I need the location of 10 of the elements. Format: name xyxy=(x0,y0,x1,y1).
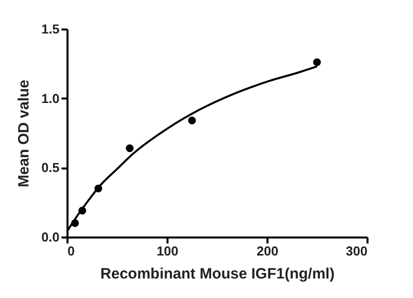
x-tick-label: 300 xyxy=(346,244,368,258)
y-tick-label: 0.0 xyxy=(41,230,60,244)
y-tick-label: 0.5 xyxy=(41,160,60,176)
x-tick-label: 200 xyxy=(256,244,278,258)
x-axis-title: Recombinant Mouse IGF1(ng/ml) xyxy=(100,266,335,282)
y-tick-label: 1.5 xyxy=(41,22,60,36)
x-tick-label: 100 xyxy=(156,244,178,258)
x-tick-label: 0 xyxy=(68,244,75,258)
y-axis-title: Mean OD value xyxy=(15,80,32,188)
y-tick-label: 1.0 xyxy=(41,90,60,106)
